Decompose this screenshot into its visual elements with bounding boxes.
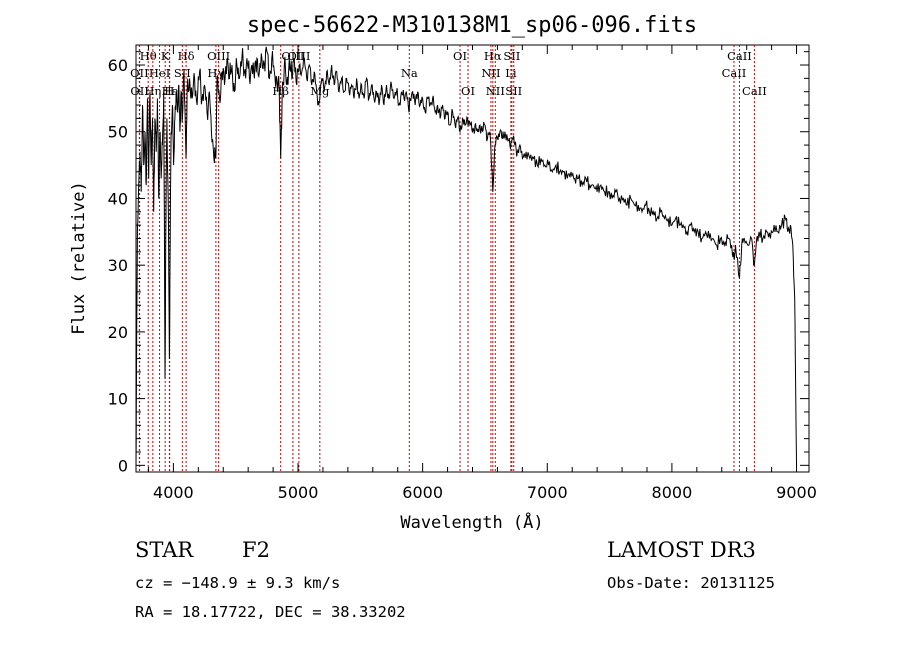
y-tick-label: 0 (118, 456, 128, 475)
line-marker-label: Hγ (207, 66, 224, 80)
line-marker-label: Hδ (178, 49, 195, 63)
y-axis-label: Flux (relative) (69, 181, 89, 335)
line-marker-label: CaII (742, 84, 767, 98)
object-subclass: F2 (242, 538, 270, 562)
spectrum-line (135, 46, 797, 466)
x-tick-label: 7000 (527, 483, 568, 502)
sky-coordinates: RA = 18.17722, DEC = 38.33202 (135, 603, 406, 621)
x-tick-label: 5000 (278, 483, 319, 502)
line-marker-label: Li (505, 66, 517, 80)
line-marker-label: Na (401, 66, 418, 80)
line-marker-label: HeI (149, 66, 170, 80)
line-marker-label: Hβ (272, 84, 289, 98)
y-tick-label: 40 (108, 189, 128, 208)
chart-title: spec-56622-M310138M1_sp06-096.fits (247, 13, 697, 38)
line-marker-label: OII (130, 84, 149, 98)
spectrum-chart: spec-56622-M310138M1_sp06-096.fits OII OI… (69, 13, 817, 533)
x-axis-label: Wavelength (Å) (400, 511, 543, 533)
line-marker-label: SII (505, 84, 522, 98)
line-marker-label: OIII (281, 49, 304, 63)
x-tick-label: 9000 (776, 483, 817, 502)
line-marker-label: SII (503, 49, 520, 63)
y-tick-label: 20 (108, 323, 128, 342)
line-marker-label: OIII (207, 49, 230, 63)
survey-name: LAMOST DR3 (607, 538, 756, 562)
y-tick-label: 30 (108, 256, 128, 275)
plot-frame (135, 44, 810, 473)
line-marker-label: OI (461, 84, 475, 98)
x-tick-label: 4000 (153, 483, 194, 502)
line-marker-label: Hα (484, 49, 502, 63)
observation-date: Obs-Date: 20131125 (607, 574, 775, 592)
line-marker-label: SII (174, 66, 191, 80)
line-markers: OIIOIIHθHηHeIKHHεSIIHδOIIIHγHβOIIIOIIIMg… (130, 45, 767, 472)
object-class: STAR (135, 538, 194, 562)
line-marker-label: Hη (144, 84, 161, 98)
y-tick-label: 10 (108, 390, 128, 409)
line-marker-label: OI (453, 49, 467, 63)
line-marker-label: CaII (727, 49, 752, 63)
x-tick-label: 6000 (402, 483, 443, 502)
line-marker-label: Hθ (140, 49, 157, 63)
axis-ticks: 4000 5000 6000 7000 8000 9000 0 10 20 30 40 50 60 (108, 45, 817, 502)
y-tick-label: 50 (108, 123, 128, 142)
line-marker-label: NII (481, 66, 500, 80)
line-marker-label: K (161, 49, 170, 63)
redshift-velocity: cz = −148.9 ± 9.3 km/s (135, 574, 341, 592)
x-tick-label: 8000 (652, 483, 693, 502)
line-marker-label: CaII (722, 66, 747, 80)
line-marker-label: NII (486, 84, 505, 98)
y-tick-label: 60 (108, 56, 128, 75)
line-marker-label: Hε (162, 84, 178, 98)
